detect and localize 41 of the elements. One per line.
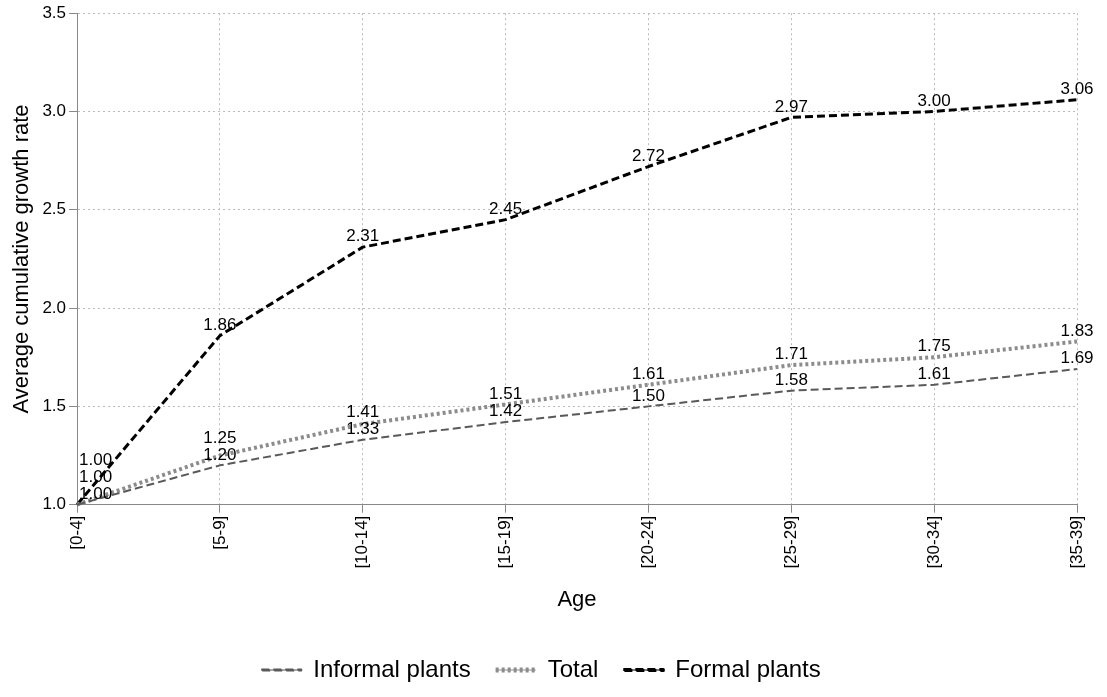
y-tick-label: 1.5: [42, 396, 67, 416]
x-tick-label: [5-9]: [209, 515, 229, 550]
x-tick-label: [10-14]: [352, 515, 372, 569]
y-tick-label: 2.5: [42, 199, 67, 219]
data-label: 1.20: [203, 444, 237, 464]
legend-label: Informal plants: [313, 654, 471, 682]
data-label: 1.41: [346, 401, 380, 421]
data-label: 3.06: [1060, 78, 1094, 98]
data-label: 1.83: [1060, 320, 1094, 340]
x-tick-label: [35-39]: [1066, 515, 1086, 569]
data-label: 1.25: [203, 427, 237, 447]
data-label: 2.72: [631, 145, 665, 165]
data-label: 1.71: [774, 344, 808, 364]
data-label: 1.61: [631, 363, 665, 383]
x-tick-label: [20-24]: [638, 515, 658, 569]
data-label: 1.86: [203, 314, 237, 334]
x-tick-label: [30-34]: [923, 515, 943, 569]
data-label: 1.50: [631, 385, 665, 405]
legend-label: Formal plants: [675, 654, 821, 682]
data-label: 1.42: [489, 401, 523, 421]
x-axis-title: Age: [557, 585, 597, 611]
y-tick-label: 1.0: [42, 494, 67, 514]
data-label: 1.69: [1060, 348, 1094, 368]
data-label: 1.61: [917, 363, 951, 383]
x-tick-label: [25-29]: [780, 515, 800, 569]
x-tick-label: [0-4]: [66, 515, 86, 550]
x-tick-label: [15-19]: [495, 515, 515, 569]
y-tick-label: 2.0: [42, 297, 67, 317]
y-tick-label: 3.0: [42, 101, 67, 121]
y-axis-title: Average cumulative growth rate: [8, 104, 34, 414]
data-label: 3.00: [917, 90, 951, 110]
data-label: 1.75: [917, 336, 951, 356]
data-label: 1.00: [79, 449, 113, 469]
data-label: 2.45: [489, 198, 523, 218]
y-tick-label: 3.5: [42, 2, 67, 22]
data-label: 2.31: [346, 226, 380, 246]
data-label: 2.97: [774, 96, 808, 116]
data-label: 1.58: [774, 369, 808, 389]
legend-label: Total: [547, 654, 599, 682]
data-label: 1.51: [489, 383, 523, 403]
data-label: 1.33: [346, 418, 380, 438]
